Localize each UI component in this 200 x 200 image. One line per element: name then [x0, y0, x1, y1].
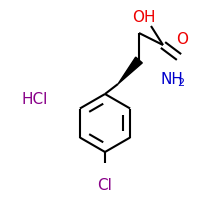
Text: Cl: Cl [98, 178, 112, 192]
Text: HCl: HCl [22, 92, 48, 108]
Text: NH: NH [160, 72, 183, 86]
Text: 2: 2 [178, 78, 185, 88]
Polygon shape [118, 57, 142, 84]
Text: O: O [176, 32, 188, 47]
Text: OH: OH [132, 10, 156, 25]
